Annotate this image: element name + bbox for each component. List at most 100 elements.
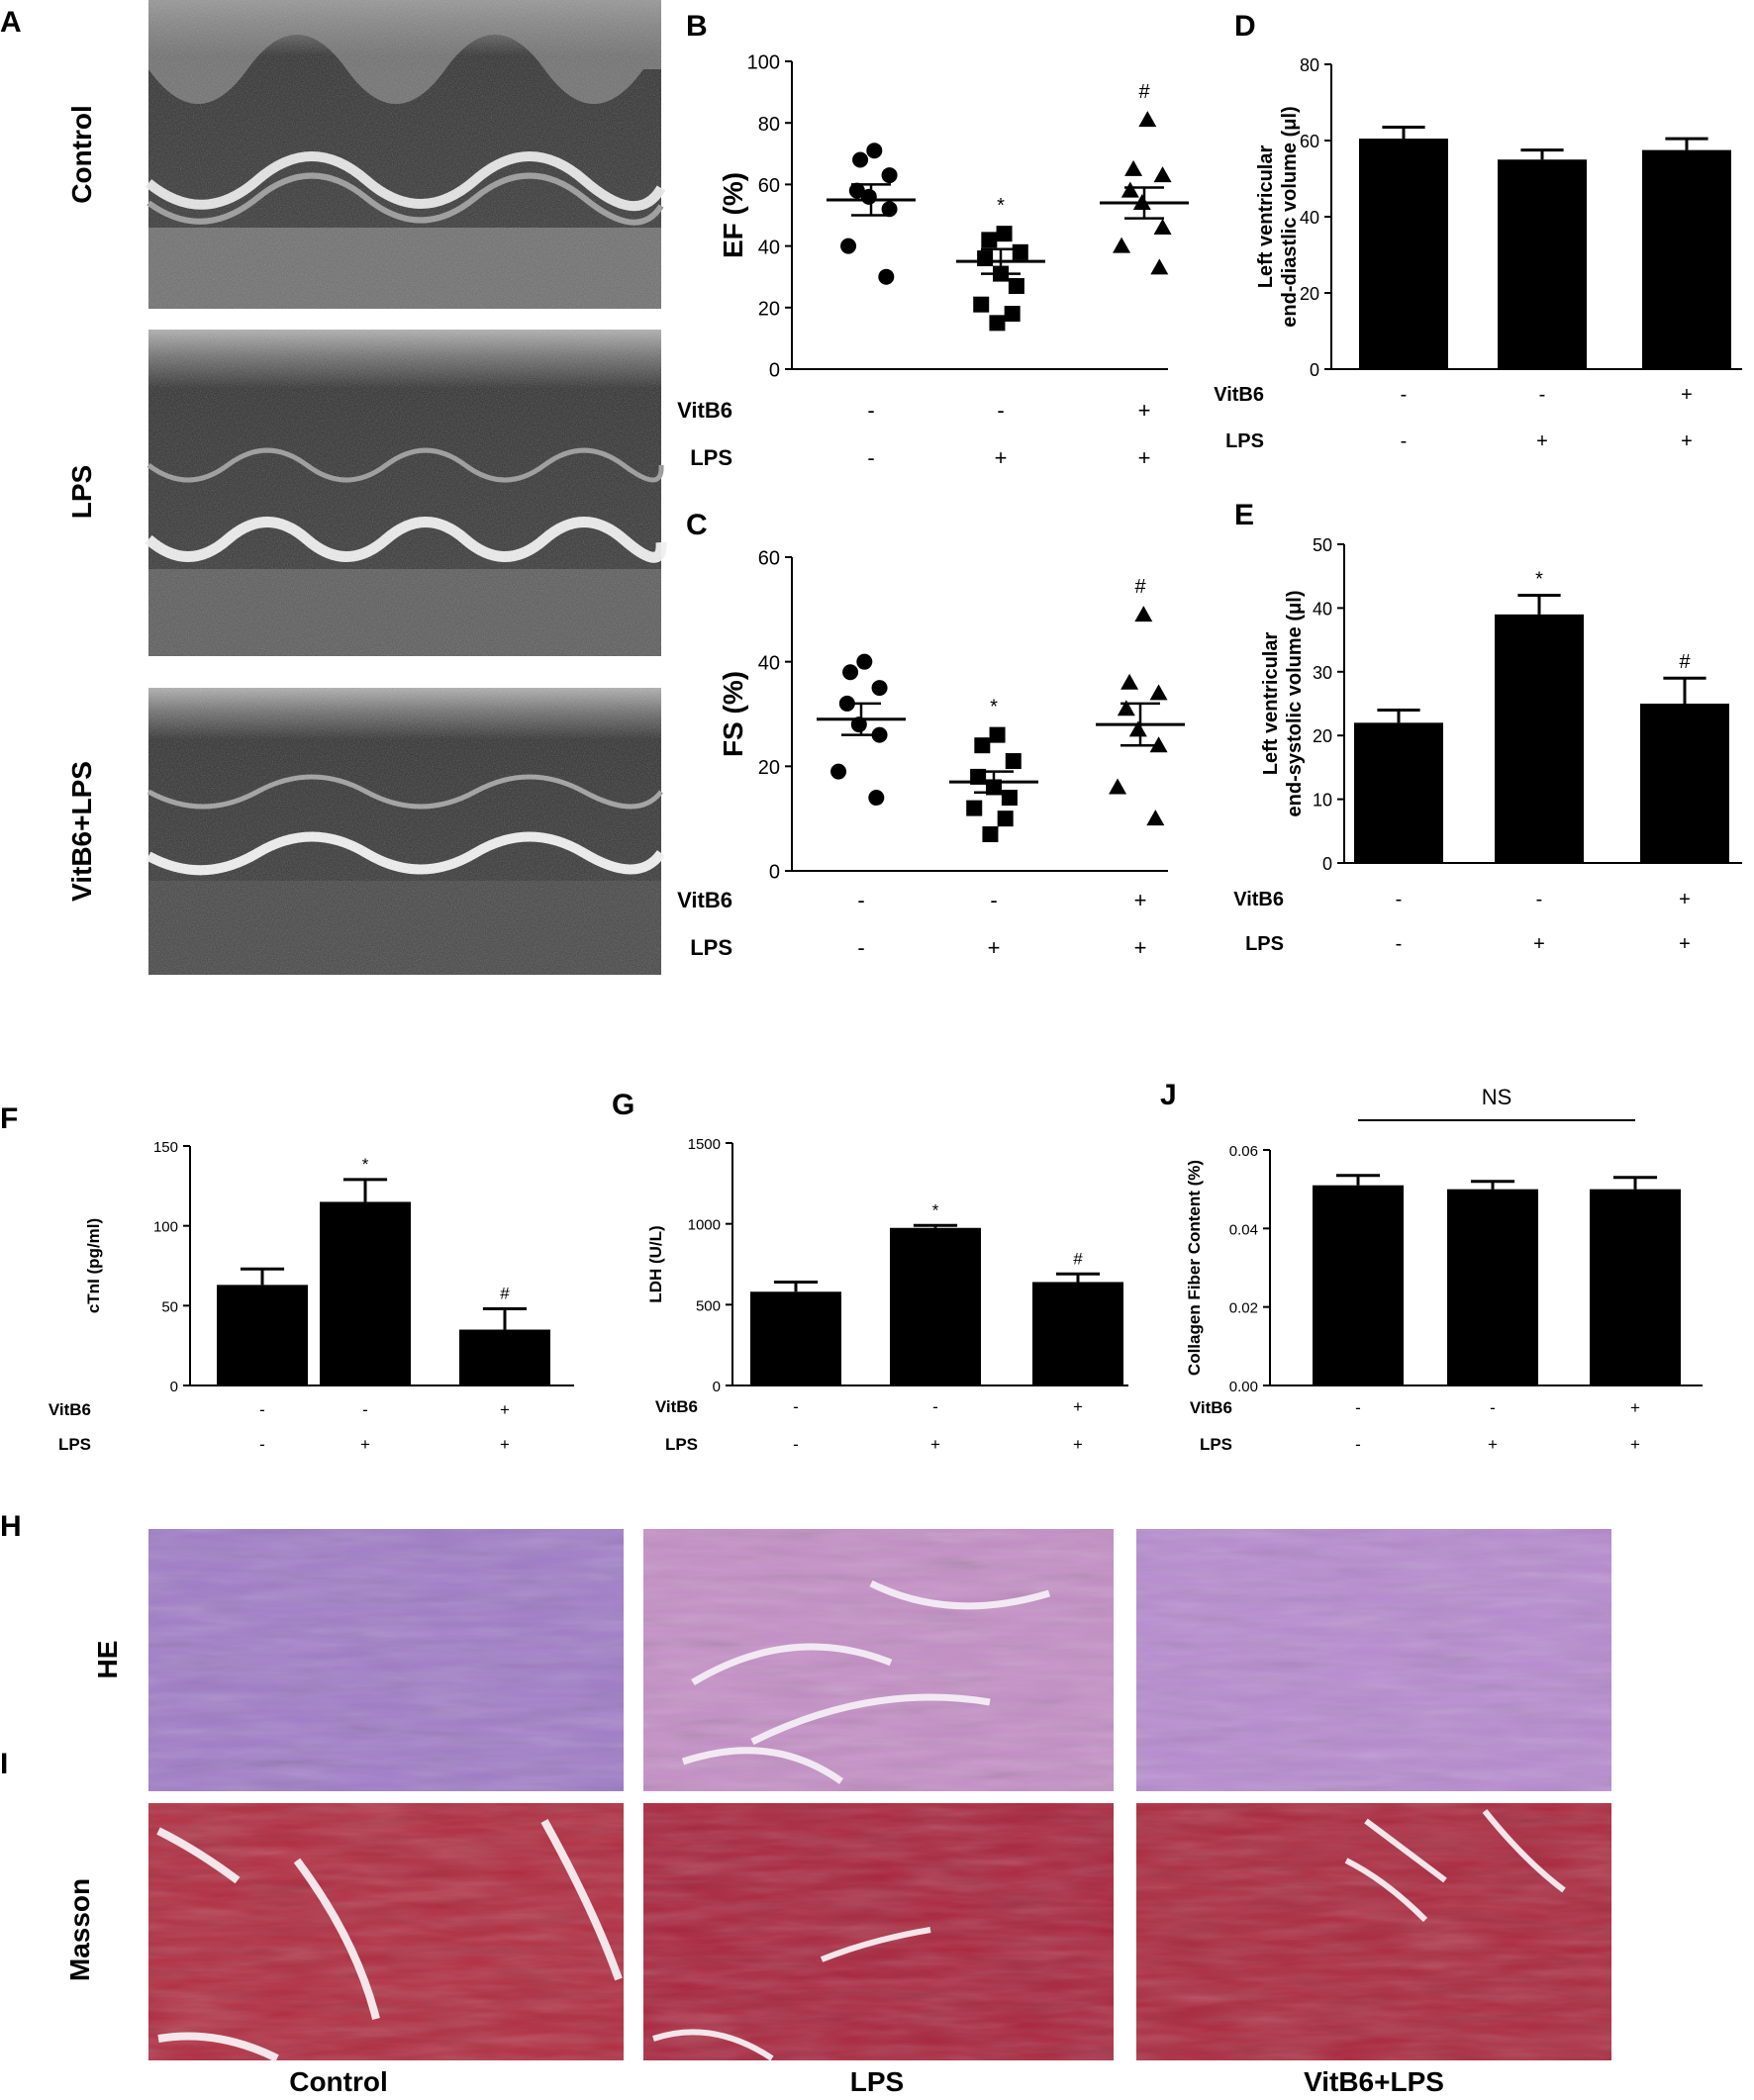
condition-sign: - xyxy=(990,888,997,912)
y-tick-label: 0 xyxy=(769,360,780,382)
histology-column-label-vitb6-lps: VitB6+LPS xyxy=(1304,2066,1444,2097)
masson-row-label: Masson xyxy=(64,1878,95,1981)
y-tick-label: 50 xyxy=(1313,535,1332,555)
data-point-triangle xyxy=(1150,258,1169,275)
y-tick-label: 100 xyxy=(153,1219,178,1236)
condition-sign: - xyxy=(867,445,874,470)
condition-label-vitb6: VitB6 xyxy=(1214,384,1264,406)
echo-image-control xyxy=(145,0,666,309)
data-point-square xyxy=(966,800,983,816)
condition-sign: + xyxy=(1679,889,1691,910)
bar xyxy=(217,1285,308,1385)
panel-letter-j: J xyxy=(1160,1079,1177,1111)
y-axis-label: cTnI (pg/ml) xyxy=(84,1218,103,1313)
condition-sign: + xyxy=(1134,935,1147,960)
condition-label-lps: LPS xyxy=(1245,933,1284,955)
condition-label-vitb6: VitB6 xyxy=(1233,889,1284,910)
y-tick-label: 0 xyxy=(1322,854,1332,874)
data-point-triangle xyxy=(1146,810,1165,826)
y-axis-label: EF (%) xyxy=(718,172,748,258)
data-point-triangle xyxy=(1153,218,1172,235)
condition-label-lps: LPS xyxy=(665,1435,698,1454)
significance-mark: # xyxy=(1134,576,1146,598)
data-point-square xyxy=(977,250,994,267)
data-point-square xyxy=(989,315,1006,332)
data-point-triangle xyxy=(1121,181,1139,198)
y-tick-label: 150 xyxy=(153,1139,178,1156)
chart-j: 0.00 0.02 0.04 0.06 Collagen Fiber Content (… xyxy=(1185,1085,1703,1454)
condition-label-vitb6: VitB6 xyxy=(655,1397,698,1416)
condition-sign: + xyxy=(1536,430,1548,452)
echo-row-label-lps: LPS xyxy=(66,465,97,519)
condition-sign: - xyxy=(1401,384,1408,406)
condition-sign: + xyxy=(1073,1397,1083,1416)
condition-sign: + xyxy=(1533,933,1545,955)
y-axis-label: Collagen Fiber Content (%) xyxy=(1185,1160,1204,1376)
condition-sign: + xyxy=(360,1435,370,1454)
y-tick-label: 40 xyxy=(758,652,780,674)
data-point-circle xyxy=(852,151,869,168)
condition-sign: - xyxy=(1539,384,1546,406)
condition-sign: + xyxy=(500,1435,510,1454)
y-tick-label: 20 xyxy=(758,299,780,321)
chart-c: 0 20 40 60 FS (%) * # VitB6 - - + LPS - + + xyxy=(677,548,1185,960)
bar xyxy=(1590,1189,1681,1385)
condition-sign: - xyxy=(857,935,864,960)
data-point-square xyxy=(1005,753,1022,770)
significance-mark: # xyxy=(1073,1249,1083,1268)
condition-sign: + xyxy=(988,935,1001,960)
bar xyxy=(320,1201,411,1385)
condition-label-vitb6: VitB6 xyxy=(677,888,732,912)
data-point-triangle xyxy=(1153,166,1172,183)
significance-mark: # xyxy=(1679,651,1691,673)
y-tick-label: 40 xyxy=(1313,599,1332,619)
y-tick-label: 80 xyxy=(758,114,780,136)
data-point-circle xyxy=(848,182,865,199)
data-point-square xyxy=(1004,306,1021,323)
bar xyxy=(1498,159,1587,369)
data-point-square xyxy=(997,811,1014,827)
condition-label-lps: LPS xyxy=(690,935,732,960)
significance-mark: # xyxy=(1138,81,1150,103)
chart-d: 0 20 40 60 80 Left ventricular end-diastlic vo… xyxy=(1214,55,1742,452)
bar xyxy=(1640,704,1729,863)
data-point-circle xyxy=(840,238,857,254)
data-point-circle xyxy=(860,188,877,205)
bar xyxy=(1032,1282,1123,1385)
condition-sign: - xyxy=(362,1400,368,1419)
bar xyxy=(1642,149,1731,369)
data-point-square xyxy=(989,726,1006,743)
he-row-label: HE xyxy=(92,1641,123,1679)
histology-column-label-control: Control xyxy=(289,2066,388,2097)
significance-mark: * xyxy=(990,697,998,718)
histology-masson-images xyxy=(148,1803,1611,2062)
condition-sign: + xyxy=(500,1400,510,1419)
bar xyxy=(1495,614,1584,863)
y-tick-label: 20 xyxy=(1300,284,1319,304)
data-point-circle xyxy=(842,664,859,681)
data-point-circle xyxy=(866,143,883,159)
condition-sign: - xyxy=(1490,1398,1496,1417)
y-tick-label: 0.00 xyxy=(1229,1379,1258,1395)
y-axis-label: Left ventricular end-systolic volume (μl) xyxy=(1260,591,1306,817)
chart-e: 0 10 20 30 40 50 Left ventricular end-systolic … xyxy=(1233,535,1742,955)
y-axis-label: Left ventricular end-diastlic volume (μl) xyxy=(1255,106,1301,327)
condition-sign: + xyxy=(1630,1435,1640,1454)
condition-sign: + xyxy=(1681,384,1693,406)
y-tick-label: 1000 xyxy=(688,1217,721,1234)
bar xyxy=(890,1227,981,1385)
y-tick-label: 20 xyxy=(758,757,780,779)
data-point-circle xyxy=(881,201,898,218)
data-point-square xyxy=(1001,790,1018,807)
condition-sign: + xyxy=(995,445,1008,470)
y-tick-label: 50 xyxy=(161,1298,178,1315)
echo-image-vitb6-lps xyxy=(146,688,666,975)
panel-letter-f: F xyxy=(0,1102,18,1135)
data-point-triangle xyxy=(1117,700,1135,716)
y-tick-label: 0 xyxy=(713,1379,721,1395)
data-point-square xyxy=(1008,278,1024,295)
condition-sign: - xyxy=(1396,933,1403,955)
data-point-triangle xyxy=(1128,720,1147,737)
panel-letter-i: I xyxy=(0,1748,8,1780)
